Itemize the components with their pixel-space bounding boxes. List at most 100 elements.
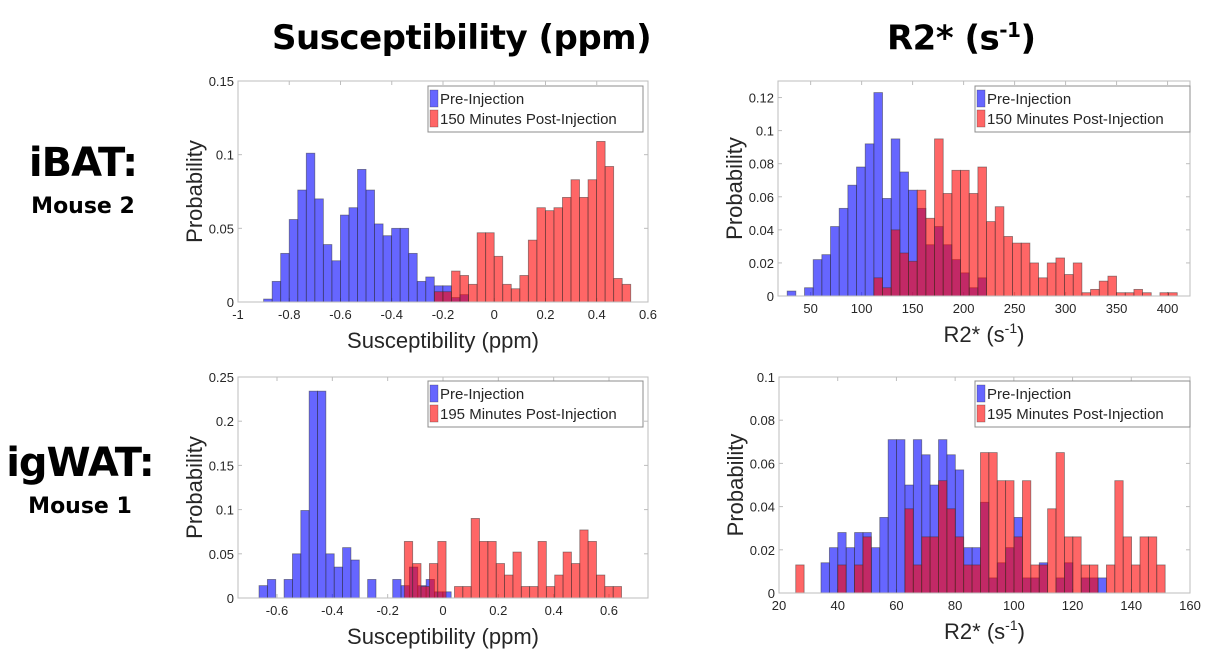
legend-swatch-post	[429, 404, 439, 423]
x-tick-label: 400	[1157, 301, 1179, 316]
x-axis-label-superscript: -1	[1005, 617, 1018, 633]
y-tick-label: 0.2	[216, 414, 234, 429]
x-tick-label: 20	[772, 598, 786, 613]
bar-post-injection	[1080, 564, 1090, 594]
x-tick-label: 200	[953, 301, 975, 316]
y-tick-label: 0.1	[216, 148, 234, 163]
y-tick-label: 0.12	[749, 91, 774, 106]
x-tick-label: 0.4	[588, 307, 606, 322]
y-axis-label: Probability	[723, 434, 748, 537]
bar-post-injection	[795, 564, 805, 594]
x-tick-label: -0.6	[329, 307, 351, 322]
y-tick-label: 0	[768, 586, 775, 601]
legend-box	[974, 380, 1191, 428]
bar-post-injection	[1022, 480, 1032, 594]
legend-label: Pre-Injection	[440, 386, 524, 403]
x-tick-label: 120	[1062, 598, 1084, 613]
bar-post-injection	[854, 564, 864, 594]
x-tick-label: 0	[439, 603, 446, 618]
bar-post-injection	[921, 536, 931, 594]
y-tick-label: 0.05	[209, 221, 234, 236]
bar-post-injection	[1030, 564, 1040, 594]
y-tick-label: 0	[227, 591, 234, 606]
bar-post-injection	[1089, 564, 1099, 594]
y-tick-label: 0.08	[749, 157, 774, 172]
x-tick-label: 100	[1003, 598, 1025, 613]
bar-pre-injection	[1097, 577, 1107, 594]
bar-pre-injection	[828, 547, 839, 594]
y-tick-label: 0.06	[749, 190, 774, 205]
bar-post-injection	[963, 564, 973, 594]
x-tick-label: -1	[232, 307, 244, 322]
y-tick-label: 0.04	[750, 500, 775, 515]
legend-label: Pre-Injection	[440, 91, 524, 108]
x-axis-label: Susceptibility (ppm)	[347, 624, 539, 649]
bar-post-injection	[862, 536, 872, 594]
row-label-igwat: igWAT: Mouse 1	[5, 440, 155, 519]
y-tick-label: 0	[227, 295, 234, 310]
y-axis-label: Probability	[182, 436, 207, 539]
legend-label: 150 Minutes Post-Injection	[440, 111, 617, 128]
bar-post-injection	[912, 564, 923, 594]
y-tick-label: 0.1	[757, 370, 775, 385]
bar-post-injection	[1105, 564, 1116, 594]
bar-post-injection	[1072, 536, 1082, 594]
x-tick-label: 250	[1004, 301, 1026, 316]
bar-post-injection	[980, 452, 990, 594]
x-tick-label: -0.6	[266, 603, 288, 618]
x-tick-label: 0.2	[489, 603, 507, 618]
bar-post-injection	[1147, 536, 1158, 594]
x-tick-label: -0.8	[278, 307, 300, 322]
y-axis-label: Probability	[722, 137, 747, 240]
legend-label: 150 Minutes Post-Injection	[987, 111, 1164, 128]
y-tick-label: 0.02	[749, 256, 774, 271]
x-tick-label: 0.4	[545, 603, 563, 618]
bar-pre-injection	[845, 547, 855, 594]
x-tick-label: 40	[830, 598, 844, 613]
bar-post-injection	[1064, 536, 1074, 594]
x-axis-label-superscript: -1	[1005, 320, 1018, 336]
legend-swatch-post	[429, 109, 439, 128]
legend-swatch-pre	[976, 89, 986, 108]
x-tick-label: 140	[1120, 598, 1142, 613]
x-tick-label: 0.6	[600, 603, 618, 618]
y-tick-label: 0.04	[749, 223, 774, 238]
x-tick-label: 350	[1106, 301, 1128, 316]
row-label-mouse: Mouse 2	[31, 194, 135, 219]
x-axis-label-tail: )	[1017, 322, 1024, 347]
row-label-tissue: igWAT:	[6, 440, 155, 486]
x-tick-label: 50	[803, 301, 817, 316]
x-tick-label: 0.2	[536, 307, 554, 322]
row-label-ibat: iBAT: Mouse 2	[18, 140, 148, 219]
x-tick-label: -0.4	[381, 307, 403, 322]
x-tick-label: 160	[1179, 598, 1201, 613]
bar-post-injection	[996, 480, 1007, 594]
x-tick-label: -0.4	[321, 603, 343, 618]
column-title-susceptibility: Susceptibility (ppm)	[272, 18, 652, 58]
y-tick-label: 0.05	[209, 547, 234, 562]
column-title-text: R2* (s	[887, 18, 1000, 59]
x-tick-label: 300	[1055, 301, 1077, 316]
bar-post-injection	[938, 480, 948, 594]
y-tick-label: 0.08	[750, 413, 775, 428]
column-title-superscript: -1	[999, 18, 1021, 42]
legend-label: 195 Minutes Post-Injection	[987, 406, 1164, 423]
bar-post-injection	[1114, 480, 1124, 594]
legend-label: Pre-Injection	[987, 91, 1071, 108]
x-axis-label-tail: )	[1018, 619, 1025, 644]
bar-post-injection	[954, 536, 965, 594]
legend-swatch-post	[976, 109, 986, 128]
bar-post-injection	[1005, 480, 1015, 594]
bar-post-injection	[946, 508, 956, 594]
column-title-text: Susceptibility (ppm)	[272, 18, 652, 58]
y-tick-label: 0.1	[756, 124, 774, 139]
row-label-tissue: iBAT:	[28, 140, 138, 186]
legend-swatch-pre	[429, 384, 439, 403]
legend-swatch-post	[976, 404, 986, 423]
bar-pre-injection	[887, 439, 897, 594]
y-tick-label: 0	[767, 289, 774, 304]
bar-pre-injection	[820, 562, 830, 594]
y-tick-label: 0.02	[750, 543, 775, 558]
x-axis-label: Susceptibility (ppm)	[347, 328, 539, 353]
